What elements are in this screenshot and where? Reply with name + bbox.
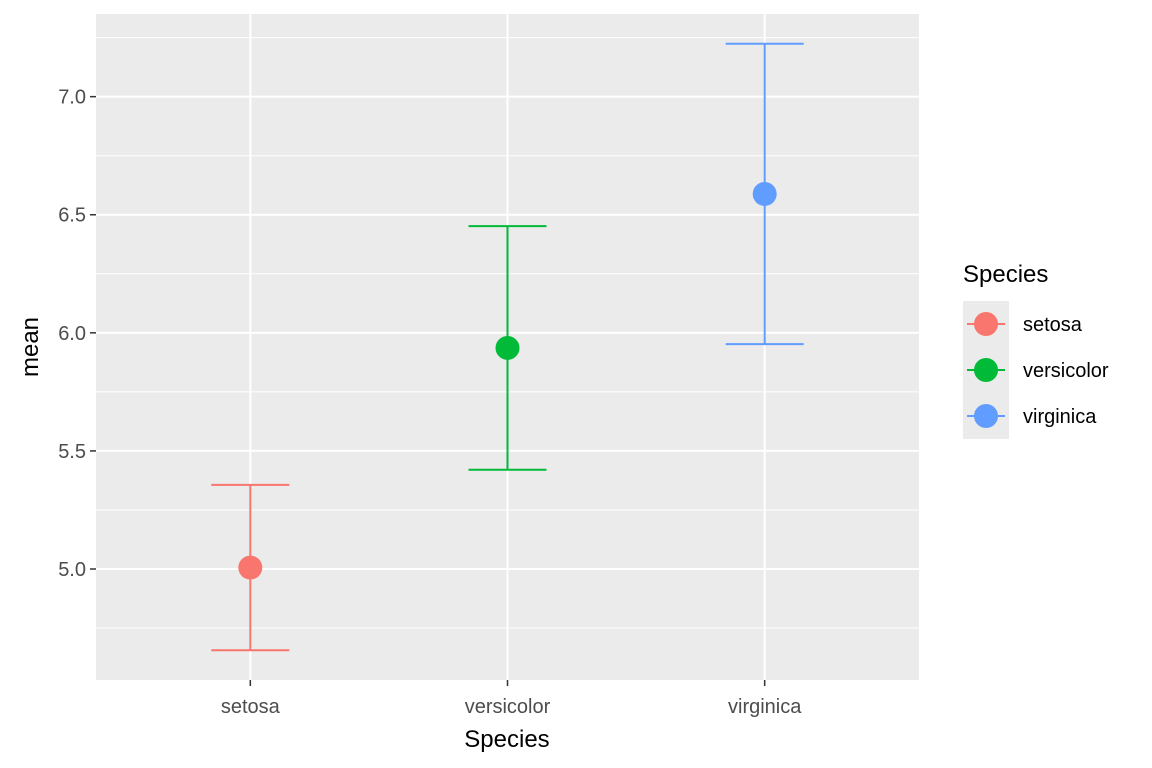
legend-label: setosa (1023, 314, 1083, 336)
series-versicolor (468, 225, 547, 471)
y-tick-label: 7.0 (58, 87, 86, 109)
x-axis-title: Species (464, 726, 549, 753)
legend-keys: setosa versicolor virginica (963, 301, 1109, 439)
legend-title: Species (963, 261, 1048, 288)
legend-key-point (974, 358, 998, 382)
series-setosa (211, 483, 290, 652)
x-tick-label: setosa (221, 696, 281, 718)
legend-label: virginica (1023, 406, 1097, 428)
y-axis: 5.0 5.5 6.0 6.5 7.0 (58, 87, 96, 581)
mean-point (238, 555, 263, 580)
data-marks (211, 42, 804, 652)
y-tick-label: 6.5 (58, 205, 86, 227)
y-tick-label: 5.0 (58, 559, 86, 581)
legend-item-virginica: virginica (963, 393, 1097, 439)
x-axis: setosa versicolor virginica (221, 680, 802, 718)
legend-label: versicolor (1023, 360, 1109, 382)
legend: Species setosa versicolor virginica (963, 261, 1109, 439)
legend-key-point (974, 404, 998, 428)
x-tick-label: versicolor (465, 696, 551, 718)
mean-point (752, 181, 777, 206)
y-axis-title: mean (17, 317, 44, 377)
mean-point (495, 335, 520, 360)
legend-item-versicolor: versicolor (963, 347, 1109, 393)
legend-key-point (974, 312, 998, 336)
series-virginica (725, 42, 804, 346)
major-gridlines (96, 14, 919, 680)
y-tick-label: 6.0 (58, 323, 86, 345)
x-tick-label: virginica (728, 696, 802, 718)
y-tick-label: 5.5 (58, 441, 86, 463)
legend-item-setosa: setosa (963, 301, 1083, 347)
